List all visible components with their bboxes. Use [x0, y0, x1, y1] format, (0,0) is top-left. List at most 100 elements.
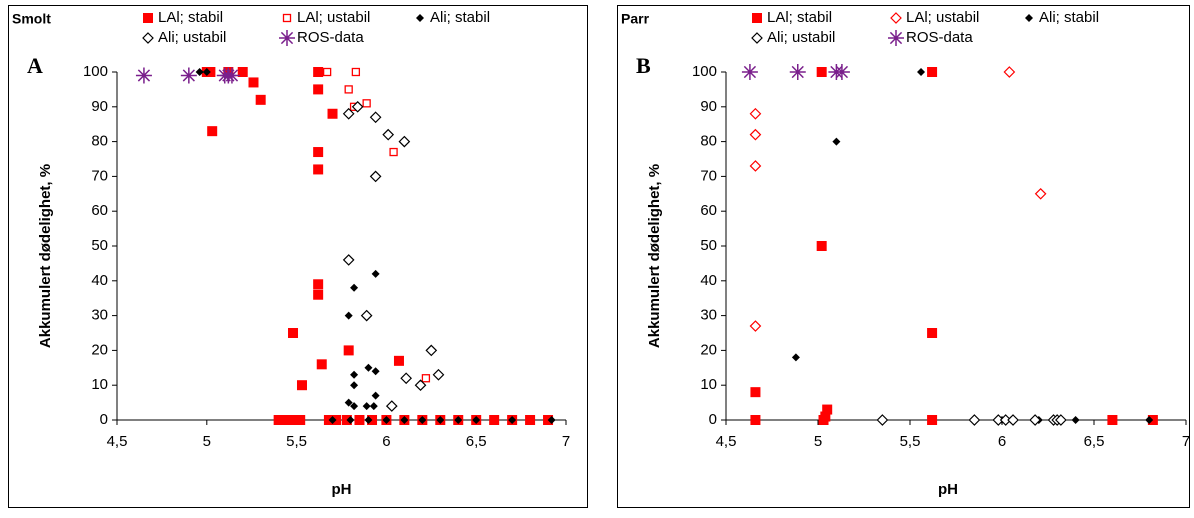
data-point [1055, 414, 1067, 426]
data-point [237, 67, 248, 77]
y-axis-label: Akkumulert dødelighet, % [37, 164, 54, 348]
data-point [344, 85, 353, 94]
data-point [313, 67, 324, 77]
y-tick-label: 0 [100, 411, 108, 428]
legend-label: LAl; stabil [158, 9, 223, 26]
y-tick-label: 50 [91, 237, 108, 254]
data-point [362, 99, 371, 108]
data-point [350, 370, 359, 379]
data-point [749, 107, 762, 120]
data-point [820, 411, 831, 422]
data-point [344, 311, 353, 320]
x-tick-label: 6,5 [466, 433, 487, 450]
data-point [382, 128, 395, 141]
legend-marker [142, 32, 154, 44]
x-tick-label: 5,5 [900, 433, 921, 450]
legend-label: Ali; ustabil [767, 29, 835, 46]
x-axis-label: pH [332, 481, 352, 498]
y-tick-label: 20 [700, 341, 717, 358]
data-point [313, 164, 324, 175]
data-point [393, 355, 404, 366]
y-tick-label: 30 [700, 307, 717, 324]
data-point [371, 269, 380, 278]
data-point [749, 160, 762, 172]
x-tick-label: 5 [203, 433, 211, 450]
data-point [418, 416, 427, 424]
legend-label: ROS-data [297, 29, 364, 46]
y-tick-label: 30 [91, 307, 108, 324]
y-tick-label: 70 [700, 167, 717, 184]
legend-marker [888, 30, 904, 46]
data-point [360, 309, 373, 322]
y-tick-label: 60 [700, 202, 717, 219]
data-point [223, 67, 240, 84]
legend-marker [416, 14, 424, 22]
data-point [927, 67, 938, 77]
data-point [273, 415, 284, 425]
data-point [282, 415, 293, 425]
data-point [327, 108, 338, 119]
data-point [398, 135, 411, 148]
y-tick-label: 80 [700, 133, 717, 150]
data-point [927, 328, 938, 338]
data-point [436, 416, 445, 424]
data-point [135, 67, 152, 84]
data-point [288, 328, 299, 338]
data-point [472, 416, 481, 424]
x-tick-label: 7 [562, 433, 570, 450]
legend-marker [143, 13, 153, 23]
data-point [248, 77, 259, 88]
data-point [322, 67, 332, 77]
data-point [1029, 414, 1041, 426]
data-point [350, 381, 359, 390]
data-point [1003, 66, 1016, 78]
data-point [346, 416, 355, 424]
data-point [1107, 415, 1118, 425]
data-point [917, 68, 926, 76]
data-point [1071, 416, 1080, 424]
legend-marker [752, 13, 762, 23]
y-tick-label: 20 [91, 341, 108, 358]
data-point [202, 68, 211, 76]
data-point [382, 416, 391, 424]
data-point [750, 415, 761, 425]
data-point [1007, 414, 1019, 426]
data-point [343, 345, 354, 356]
data-point [195, 68, 204, 76]
data-point [316, 359, 327, 370]
data-point [207, 126, 218, 137]
data-point [364, 416, 373, 424]
data-point [385, 400, 398, 412]
legend-marker [1025, 14, 1033, 22]
legend-label: Ali; stabil [1039, 9, 1099, 26]
data-point [750, 387, 761, 398]
data-point [180, 67, 197, 84]
data-point [454, 416, 463, 424]
y-tick-label: 90 [91, 98, 108, 115]
data-point [351, 67, 361, 77]
data-point [414, 379, 427, 392]
y-tick-label: 90 [700, 98, 717, 115]
data-point [749, 128, 762, 141]
panel-frame [617, 5, 1190, 508]
data-point [342, 107, 355, 120]
data-point [369, 402, 378, 411]
data-point [749, 320, 762, 332]
legend-label: LAl; ustabil [297, 9, 370, 26]
y-axis-label: Akkumulert dødelighet, % [646, 164, 663, 348]
legend-label: LAl; stabil [767, 9, 832, 26]
data-point [342, 254, 355, 266]
y-tick-label: 60 [91, 202, 108, 219]
data-point [371, 391, 380, 400]
data-point [313, 279, 324, 290]
data-point [968, 414, 981, 426]
y-tick-label: 80 [91, 133, 108, 150]
data-point [328, 416, 337, 424]
legend-label: Ali; ustabil [158, 29, 226, 46]
y-tick-label: 0 [709, 411, 717, 428]
y-tick-label: 50 [700, 237, 717, 254]
data-point [432, 368, 445, 381]
data-point [369, 111, 382, 124]
y-tick-label: 100 [692, 63, 717, 80]
